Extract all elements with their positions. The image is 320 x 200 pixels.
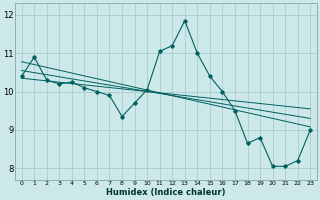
X-axis label: Humidex (Indice chaleur): Humidex (Indice chaleur)	[106, 188, 226, 197]
